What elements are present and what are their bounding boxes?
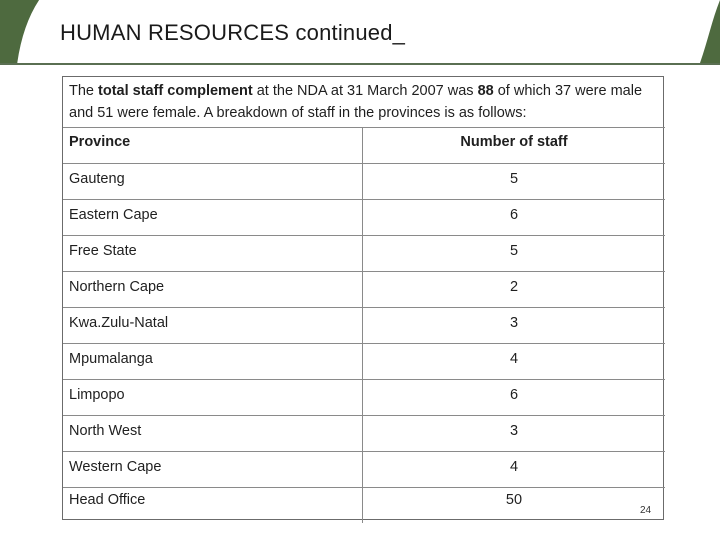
content-frame <box>62 76 664 520</box>
count-cell: 5 <box>509 243 519 259</box>
province-cell: North West <box>63 416 363 451</box>
table-row: Northern Cape 2 <box>63 271 665 307</box>
table-row: Gauteng 5 <box>63 163 665 199</box>
count-cell: 4 <box>509 351 519 367</box>
province-cell: Free State <box>63 236 363 271</box>
province-cell: Northern Cape <box>63 272 363 307</box>
count-cell: 2 <box>509 279 519 295</box>
header-divider <box>0 63 720 65</box>
province-cell: Limpopo <box>63 380 363 415</box>
count-cell: 3 <box>509 423 519 439</box>
leaf-logo-icon <box>0 0 41 63</box>
count-cell: 6 <box>509 207 519 223</box>
table-row: Mpumalanga 4 <box>63 343 665 379</box>
table-row: Limpopo 6 <box>63 379 665 415</box>
intro-paragraph: The total staff complement at the NDA at… <box>69 83 643 121</box>
table-row: Free State 5 <box>63 235 665 271</box>
count-cell: 5 <box>509 171 519 187</box>
table-row: Head Office 50 <box>63 487 665 523</box>
province-cell: Western Cape <box>63 452 363 487</box>
column-header-number-of-staff: Number of staff <box>460 134 568 150</box>
table-row: Kwa.Zulu-Natal 3 <box>63 307 665 343</box>
province-cell: Gauteng <box>63 164 363 199</box>
table-row: Eastern Cape 6 <box>63 199 665 235</box>
table-row: North West 3 <box>63 415 665 451</box>
province-cell: Eastern Cape <box>63 200 363 235</box>
slide-number: 24 <box>640 505 652 516</box>
count-cell: 50 <box>505 492 523 508</box>
province-cell: Head Office <box>63 488 363 523</box>
slide-header: HUMAN RESOURCES continued_ <box>0 0 720 63</box>
header-corner-decoration <box>700 0 720 63</box>
province-cell: Mpumalanga <box>63 344 363 379</box>
page-title: HUMAN RESOURCES continued_ <box>60 20 406 45</box>
count-cell: 4 <box>509 459 519 475</box>
column-header-province: Province <box>63 128 363 163</box>
province-cell: Kwa.Zulu-Natal <box>63 308 363 343</box>
count-cell: 3 <box>509 315 519 331</box>
count-cell: 6 <box>509 387 519 403</box>
table-header-row: Province Number of staff <box>63 127 665 163</box>
table-row: Western Cape 4 <box>63 451 665 487</box>
